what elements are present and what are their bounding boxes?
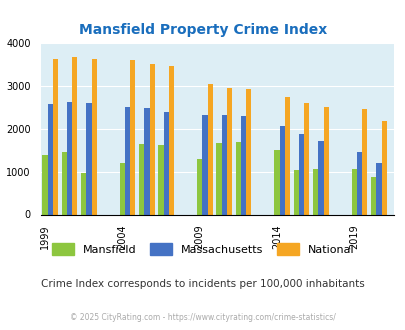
Bar	[216, 143, 221, 214]
Bar	[323, 107, 328, 214]
Bar	[72, 57, 77, 214]
Bar	[149, 64, 154, 214]
Text: Crime Index corresponds to incidents per 100,000 inhabitants: Crime Index corresponds to incidents per…	[41, 279, 364, 289]
Bar	[361, 109, 367, 214]
Bar	[221, 115, 226, 214]
Bar	[158, 145, 163, 214]
Bar	[168, 67, 174, 214]
Bar	[381, 121, 386, 214]
Bar	[202, 115, 207, 214]
Bar	[91, 59, 96, 214]
Text: © 2025 CityRating.com - https://www.cityrating.com/crime-statistics/: © 2025 CityRating.com - https://www.city…	[70, 313, 335, 322]
Bar	[67, 102, 72, 214]
Bar	[53, 59, 58, 214]
Bar	[370, 177, 375, 214]
Bar	[81, 173, 86, 214]
Text: Mansfield Property Crime Index: Mansfield Property Crime Index	[79, 23, 326, 37]
Bar	[293, 170, 298, 215]
Bar	[274, 150, 279, 214]
Bar	[284, 97, 290, 214]
Bar	[375, 163, 381, 215]
Bar	[43, 155, 47, 214]
Bar	[119, 163, 125, 214]
Bar	[245, 89, 251, 214]
Bar	[298, 134, 303, 214]
Bar	[139, 144, 144, 214]
Bar	[318, 141, 323, 214]
Bar	[207, 84, 212, 214]
Legend: Mansfield, Massachusetts, National: Mansfield, Massachusetts, National	[47, 239, 358, 259]
Bar	[351, 170, 356, 214]
Bar	[241, 116, 245, 214]
Bar	[86, 103, 91, 214]
Bar	[226, 87, 232, 214]
Bar	[163, 112, 168, 214]
Bar	[235, 142, 241, 214]
Bar	[130, 60, 135, 214]
Bar	[144, 108, 149, 214]
Bar	[62, 152, 67, 214]
Bar	[303, 103, 309, 214]
Bar	[279, 126, 284, 214]
Bar	[125, 107, 130, 214]
Bar	[356, 152, 361, 214]
Bar	[312, 170, 318, 214]
Bar	[196, 159, 202, 214]
Bar	[47, 104, 53, 214]
